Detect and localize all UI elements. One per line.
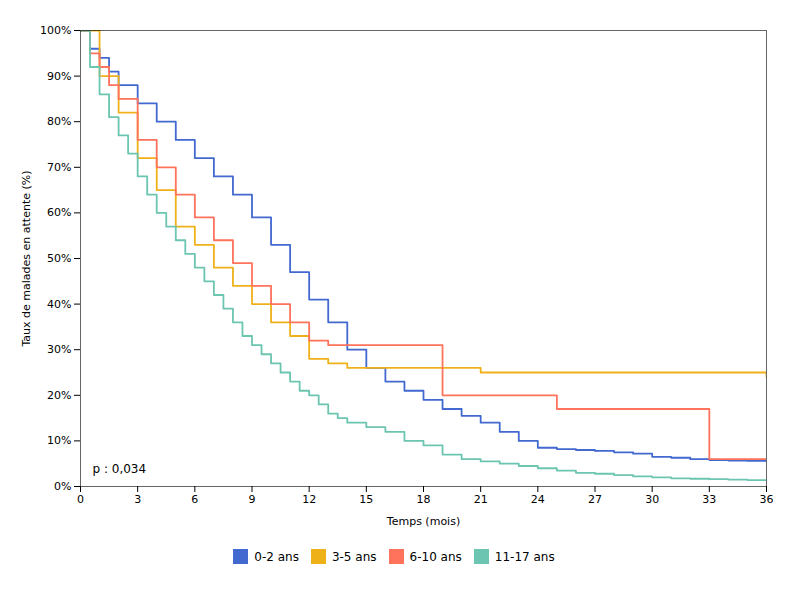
svg-text:80%: 80% [47,115,71,128]
svg-text:0%: 0% [54,480,71,493]
html-text:0-2 ans: 0-2 ans [254,549,299,564]
svg-text:9: 9 [249,493,256,506]
svg-text:12: 12 [302,493,316,506]
svg-text:6: 6 [191,493,198,506]
svg-text:30%: 30% [47,343,71,356]
svg-text:33: 33 [702,493,716,506]
svg-text:24: 24 [531,493,545,506]
svg-text:p : 0,034: p : 0,034 [93,462,147,476]
svg-text:30: 30 [645,493,659,506]
svg-text:36: 36 [760,493,774,506]
svg-text:21: 21 [474,493,488,506]
svg-text:27: 27 [588,493,602,506]
svg-text:20%: 20% [47,389,71,402]
svg-text:15: 15 [359,493,373,506]
html-text:3-5 ans: 3-5 ans [331,549,377,564]
svg-text:100%: 100% [40,24,71,37]
svg-text:70%: 70% [47,161,71,174]
svg-text:3: 3 [134,493,141,506]
svg-text:Temps (mois): Temps (mois) [386,515,460,528]
svg-text:60%: 60% [47,206,71,219]
svg-text:40%: 40% [47,298,71,311]
html-text:11-17 ans: 11-17 ans [494,549,555,564]
svg-text:10%: 10% [47,434,71,447]
svg-text:0: 0 [77,493,84,506]
svg-text:50%: 50% [47,252,71,265]
html-text:6-10 ans: 6-10 ans [409,549,462,564]
svg-text:18: 18 [417,493,431,506]
svg-text:Taux de malades en attente (%): Taux de malades en attente (%) [20,170,33,347]
svg-text:90%: 90% [47,70,71,83]
